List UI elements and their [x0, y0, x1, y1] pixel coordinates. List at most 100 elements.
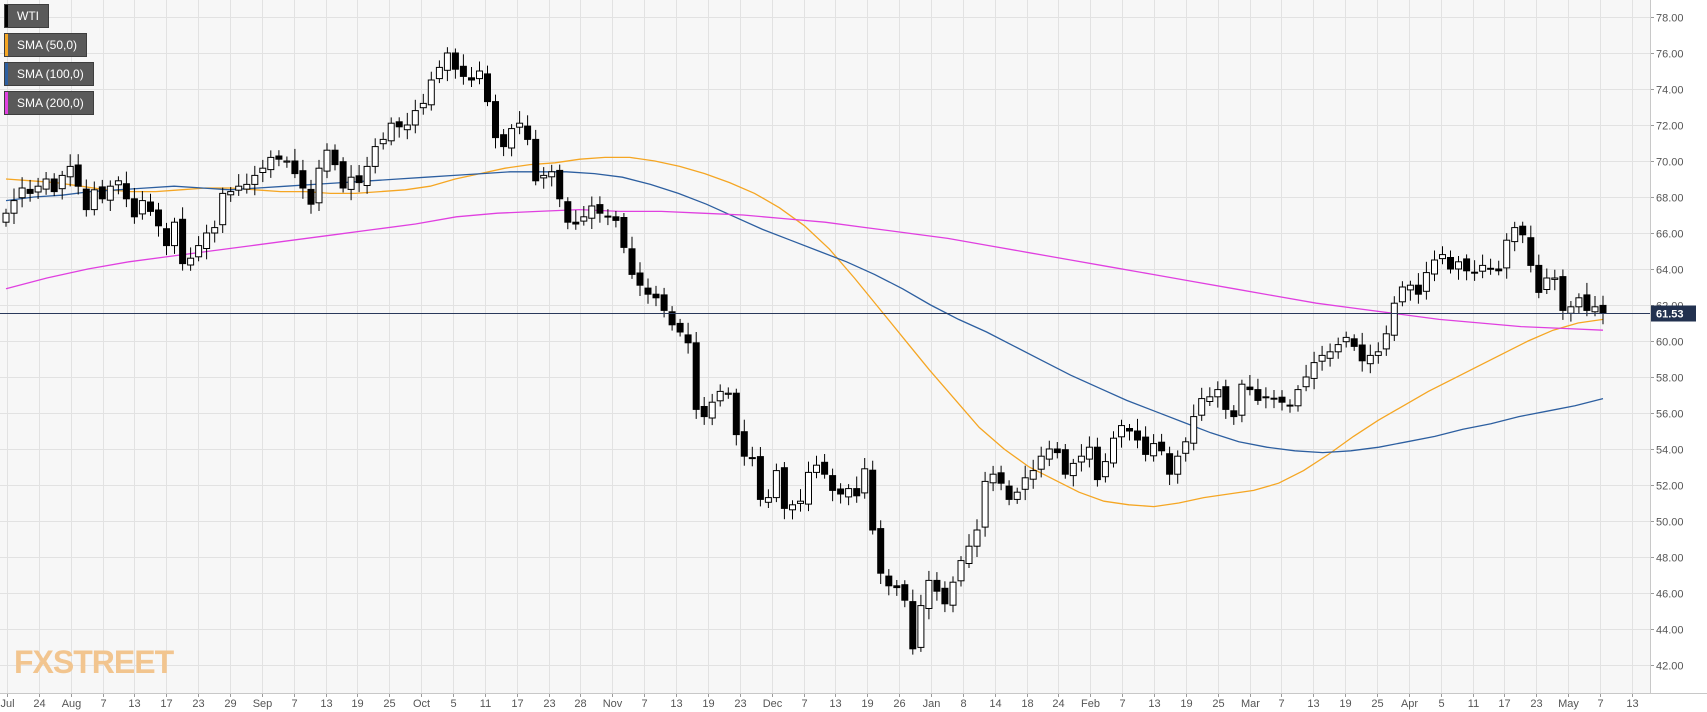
x-tick-label: 18 — [1021, 698, 1033, 710]
candle-body — [227, 191, 235, 196]
x-tick-label: 11 — [480, 698, 491, 710]
y-axis: 42.00 44.00 46.00 48.00 50.00 52.00 54.00 56.00… — [1650, 13, 1684, 673]
x-tick-label: Jan — [923, 698, 941, 710]
candle-body — [1093, 446, 1101, 481]
candle-body — [612, 216, 620, 221]
candle-body — [1439, 254, 1446, 260]
candle-body — [1158, 441, 1166, 452]
x-tick-label: 13 — [1148, 698, 1160, 710]
candle-body — [925, 579, 933, 610]
candle-body — [1230, 410, 1238, 418]
candle-body — [219, 192, 227, 226]
x-tick-label: 19 — [1339, 698, 1351, 710]
candle-body — [1005, 485, 1013, 500]
candle-body — [1422, 272, 1430, 292]
candle-body — [275, 155, 283, 160]
candle-body — [748, 457, 756, 460]
y-tick-label: 70.00 — [1656, 157, 1684, 169]
y-tick-label: 68.00 — [1656, 193, 1684, 205]
candle-body — [476, 70, 483, 80]
candle-body — [941, 587, 949, 605]
candle-body — [315, 167, 323, 204]
candle-body — [291, 160, 299, 175]
candle-body — [636, 272, 644, 286]
x-tick-label: 8 — [960, 698, 966, 710]
candle-body — [331, 149, 339, 166]
candle-body — [42, 178, 50, 190]
legend-item-sma-50[interactable]: SMA (50,0) — [4, 33, 88, 57]
candle-body — [1174, 455, 1182, 475]
y-tick-label: 44.00 — [1656, 625, 1684, 637]
y-tick-label: 72.00 — [1656, 121, 1684, 133]
candle-body — [580, 216, 588, 222]
x-tick-label: 25 — [1212, 698, 1224, 710]
x-tick-label: Mar — [1241, 698, 1260, 710]
candle-body — [18, 187, 26, 199]
x-tick-label: Nov — [603, 698, 623, 710]
candle-body — [540, 174, 548, 179]
candle-body — [877, 528, 885, 574]
x-tick-label: 23 — [543, 698, 555, 710]
candles — [2, 47, 1607, 655]
candle-body — [1294, 389, 1302, 407]
candle-body — [1310, 362, 1318, 379]
candle-body — [1447, 257, 1454, 270]
candle-body — [443, 52, 451, 71]
candle-body — [1326, 351, 1334, 359]
legend-label-sma-50: SMA (50,0) — [17, 38, 78, 52]
candle-body — [1535, 264, 1543, 293]
candle-body — [267, 156, 275, 171]
candle-body — [1286, 404, 1294, 407]
candle-body — [556, 169, 564, 200]
candle-body — [813, 464, 820, 473]
legend-label-sma-100: SMA (100,0) — [17, 67, 84, 81]
candle-body — [949, 581, 957, 606]
candle-body — [885, 575, 893, 587]
candle-body — [965, 545, 973, 565]
candle-body — [572, 221, 580, 225]
candle-body — [147, 201, 154, 212]
legend-swatch-sma-200 — [5, 92, 8, 114]
candle-body — [780, 467, 788, 509]
legend: WTI SMA (50,0) SMA (100,0) SMA (200,0) — [4, 4, 94, 120]
candle-body — [997, 472, 1005, 484]
candle-body — [1077, 455, 1085, 463]
candle-body — [371, 146, 379, 167]
candle-body — [893, 585, 901, 589]
candle-body — [74, 164, 82, 187]
legend-item-sma-100[interactable]: SMA (100,0) — [4, 62, 94, 86]
legend-item-sma-200[interactable]: SMA (200,0) — [4, 91, 94, 115]
candle-body — [427, 79, 435, 106]
candle-body — [1591, 306, 1599, 313]
candle-body — [1551, 277, 1559, 280]
x-tick-label: 17 — [160, 698, 172, 710]
candle-body — [1101, 461, 1109, 478]
candle-body — [1527, 237, 1535, 266]
candle-body — [1262, 396, 1270, 399]
candle-body — [1559, 276, 1567, 311]
x-tick-label: Feb — [1081, 698, 1100, 710]
candle-body — [1495, 268, 1503, 272]
candle-body — [1029, 470, 1037, 480]
candle-body — [917, 605, 925, 648]
x-tick-label: 13 — [1626, 698, 1638, 710]
legend-item-wti[interactable]: WTI — [4, 4, 49, 28]
y-tick-label: 64.00 — [1656, 265, 1684, 277]
candle-body — [500, 134, 508, 148]
x-tick-label: 29 — [224, 698, 236, 710]
x-tick-label: 7 — [641, 698, 647, 710]
candle-body — [387, 122, 395, 142]
x-axis: Jul 24 Aug 7 13 17 23 29 Sep 7 13 19 25 Oct 5 11 17 23 28 N… — [0, 693, 1639, 710]
candle-body — [660, 294, 668, 311]
candle-body — [1118, 425, 1125, 438]
x-tick-label: Apr — [1401, 698, 1418, 710]
candle-body — [1206, 396, 1214, 402]
x-tick-label: 24 — [33, 698, 45, 710]
candle-body — [981, 480, 989, 528]
candle-body — [740, 431, 748, 457]
x-tick-label: 7 — [1278, 698, 1284, 710]
candle-body — [821, 461, 829, 475]
candle-body — [901, 584, 909, 601]
